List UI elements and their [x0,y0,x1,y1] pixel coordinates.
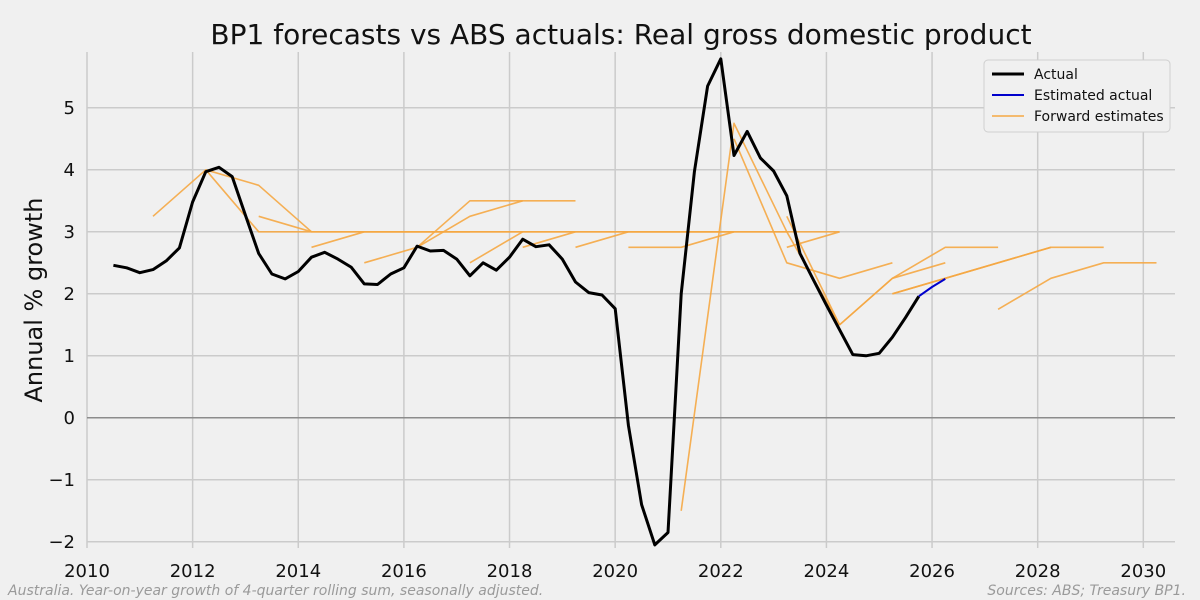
x-tick-label: 2012 [170,561,216,582]
y-tick-label: 3 [64,222,75,243]
forward-estimate-line [628,231,735,249]
footnote-right: Sources: ABS; Treasury BP1. [987,583,1186,599]
x-tick-label: 2018 [487,561,533,582]
x-tick-label: 2030 [1120,561,1166,582]
y-tick-label: −1 [48,470,75,491]
forward-estimate-line [892,246,1052,295]
estimated-actual-line [918,278,946,298]
y-tick-label: 1 [64,346,75,367]
x-tick-label: 2028 [1015,561,1061,582]
forward-estimate-line [575,231,734,249]
forward-estimate-line [311,231,576,249]
forward-estimate-line [522,231,840,249]
y-axis-label: Annual % growth [20,198,48,403]
forward-estimate-line [892,246,1104,295]
x-tick-label: 2020 [592,561,638,582]
x-tick-label: 2026 [909,561,955,582]
forward-estimate-line [205,169,470,233]
y-tick-label: −2 [48,532,75,553]
actual-series-line [113,57,921,547]
legend-label: Estimated actual [1034,88,1152,104]
y-tick-label: 0 [64,408,75,429]
forward-estimate-line [733,138,893,280]
legend-box [983,59,1171,133]
x-tick-label: 2016 [381,561,427,582]
chart-title: BP1 forecasts vs ABS actuals: Real gross… [210,18,1031,51]
legend-label: Forward estimates [1034,109,1164,125]
forward-estimate-line [416,200,523,248]
x-tick-label: 2010 [64,561,110,582]
x-tick-label: 2022 [698,561,744,582]
forward-estimate-line [997,262,1157,310]
forward-estimate-line [680,122,841,511]
forward-estimate-line [839,262,946,326]
y-tick-label: 2 [64,284,75,305]
forward-estimate-line [786,231,840,249]
y-tick-label: 5 [64,98,75,119]
x-tick-label: 2024 [804,561,850,582]
y-tick-label: 4 [64,160,75,181]
legend-label: Actual [1034,67,1078,83]
footnote-left: Australia. Year-on-year growth of 4-quar… [8,583,544,599]
x-tick-label: 2014 [275,561,321,582]
